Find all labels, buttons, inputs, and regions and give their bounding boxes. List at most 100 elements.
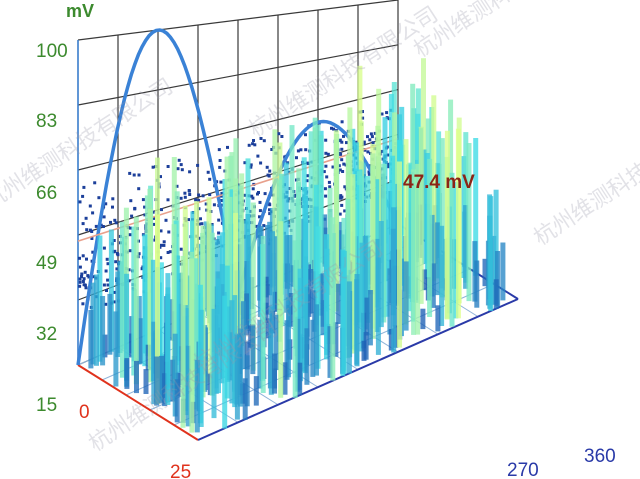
bar — [410, 83, 416, 245]
scatter-point — [304, 133, 307, 137]
scatter-point — [166, 251, 170, 254]
scatter-point — [324, 164, 328, 168]
bar — [168, 299, 174, 341]
scatter-point — [387, 163, 390, 166]
scatter-point — [338, 168, 342, 172]
bar — [180, 255, 186, 428]
scatter-point — [78, 200, 82, 204]
bar — [142, 234, 148, 367]
scatter-point — [337, 164, 341, 168]
bar — [361, 340, 367, 361]
watermark-text: 杭州维测科技有限公司 — [410, 0, 608, 63]
y-tick-label: 66 — [36, 183, 57, 204]
scatter-point — [342, 134, 345, 138]
x-tick-label: 360 — [584, 446, 616, 467]
scatter-point — [367, 170, 371, 174]
bar — [224, 156, 230, 329]
bar — [246, 235, 252, 332]
scatter-point — [265, 165, 269, 169]
scatter-point — [198, 236, 202, 240]
bar — [194, 359, 200, 433]
bar — [297, 362, 303, 395]
scatter-point — [85, 228, 89, 232]
bar — [94, 274, 99, 366]
bar — [272, 129, 278, 305]
bar — [239, 173, 245, 347]
bar — [302, 256, 308, 374]
scatter-point — [373, 131, 377, 135]
scatter-point — [342, 162, 346, 166]
bar — [308, 131, 314, 283]
bar — [216, 278, 221, 394]
scatter-point — [258, 200, 262, 204]
scatter-point — [130, 214, 134, 218]
scatter-point — [307, 162, 311, 166]
scatter-point — [325, 175, 329, 179]
scatter-point — [324, 151, 328, 155]
bar — [340, 249, 346, 376]
scatter-point — [338, 138, 342, 142]
bar — [439, 225, 445, 326]
bar — [473, 138, 479, 276]
bar — [224, 265, 230, 399]
scatter-point — [217, 148, 221, 152]
bar — [474, 260, 480, 308]
scatter-point — [188, 193, 192, 196]
scatter-point — [196, 163, 200, 167]
bar — [150, 259, 156, 381]
scatter-point — [251, 196, 255, 200]
bar — [493, 189, 499, 305]
scatter-point — [327, 180, 331, 184]
bar — [289, 125, 295, 283]
bar — [185, 345, 191, 427]
bar — [272, 353, 277, 394]
scatter-point — [259, 161, 263, 165]
scatter-point — [305, 179, 309, 183]
scatter-point — [296, 149, 300, 153]
scatter-point — [220, 199, 224, 202]
bar — [241, 301, 246, 369]
scatter-point — [338, 152, 342, 155]
scatter-point — [249, 209, 253, 213]
scatter-point — [83, 283, 87, 287]
bar — [288, 293, 294, 327]
bar — [333, 130, 339, 312]
scatter-point — [160, 208, 163, 212]
scatter-point — [268, 212, 272, 216]
scatter-point — [109, 220, 112, 224]
scatter-point — [194, 198, 198, 202]
scatter-point — [162, 240, 166, 244]
scatter-point — [188, 170, 192, 174]
scatter-point — [92, 275, 96, 279]
bar — [304, 328, 310, 385]
bar — [411, 169, 417, 335]
scatter-point — [159, 256, 163, 260]
scatter-point — [340, 120, 344, 124]
bar — [346, 281, 352, 374]
scatter-point — [166, 198, 170, 202]
scatter-point — [304, 148, 308, 152]
bar — [493, 279, 499, 309]
scatter-point — [256, 192, 259, 196]
scatter-point — [251, 187, 255, 191]
scatter-point — [180, 168, 184, 172]
scatter-point — [306, 174, 310, 178]
bar — [463, 205, 469, 289]
bar — [415, 163, 421, 335]
scatter-point — [104, 302, 108, 306]
scatter-point — [287, 220, 291, 224]
scatter-point — [81, 302, 85, 306]
bar — [488, 196, 494, 311]
scatter-point — [78, 265, 82, 269]
bar — [113, 311, 119, 387]
scatter-point — [166, 165, 170, 168]
bar — [482, 258, 488, 287]
bar — [244, 293, 249, 336]
scatter-point — [116, 253, 120, 257]
scatter-point — [102, 215, 106, 219]
bar — [250, 325, 256, 375]
y-tick-label: 15 — [36, 395, 57, 416]
scatter-point — [168, 250, 172, 254]
scatter-point — [250, 194, 254, 198]
